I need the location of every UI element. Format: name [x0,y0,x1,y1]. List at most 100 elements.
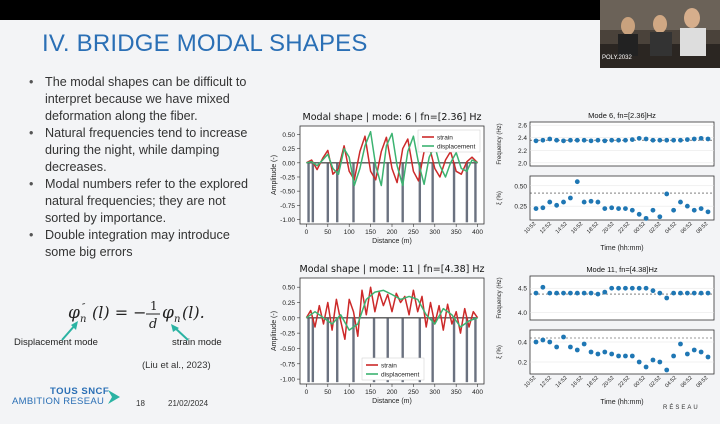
x-tick-label: 16:52 [570,375,584,389]
y-tick-label: 0.25 [282,146,295,153]
slide-title: IV. BRIDGE MODAL SHAPES [42,30,368,57]
chart-title: Modal shape | mode: 6 | fn=[2.36] Hz [303,112,482,123]
bridge-support-bar [372,317,376,383]
data-point [602,206,608,211]
x-tick-label: 50 [324,229,332,236]
plot-area [529,121,715,167]
x-tick-label: 20:52 [602,221,616,235]
data-point [684,351,690,357]
data-point [691,136,697,142]
data-point [698,290,704,296]
bridge-support-bar [311,317,315,383]
y-tick-label: 4.0 [518,310,527,317]
webcam-people-image [600,0,720,68]
svg-text:(l).: (l). [182,303,205,322]
data-point [602,289,608,295]
x-tick-label: 10:52 [523,375,537,389]
data-point [705,209,711,215]
y-tick-label: -0.75 [280,361,295,368]
data-point [623,206,628,211]
data-point [698,349,704,355]
y-axis-label: Frequency (Hz) [497,123,503,164]
data-point [705,136,711,142]
y-tick-label: 2.6 [518,123,527,130]
bridge-support-bar [465,162,469,223]
data-point [595,137,601,143]
data-point [657,290,663,296]
x-tick-label: 22:52 [617,221,631,235]
bullet-item: Modal numbers refer to the explored natu… [28,176,264,227]
svg-text:d: d [149,317,157,332]
data-point [568,290,573,296]
svg-text:n: n [80,314,86,325]
x-tick-label: 300 [429,389,440,396]
y-tick-label: 4.5 [518,286,527,293]
y-tick-label: 2.4 [518,135,527,142]
bridge-support-bar [418,317,422,383]
x-tick-label: 00:52 [633,221,647,235]
x-tick-label: 18:52 [586,375,600,389]
y-tick-label: 2.0 [518,160,527,167]
y-tick-label: 0.2 [518,360,527,367]
x-tick-label: 0 [305,389,309,396]
x-tick-label: 02:52 [649,375,663,389]
chart-mode-11-time-series: Mode 11, fn=[4.38]Hz 4.5 4.0 Frequency (Hz)… [497,265,715,406]
y-tick-label: -0.50 [280,346,295,353]
data-point [574,179,580,185]
x-tick-label: 100 [344,229,355,236]
data-point [678,290,683,296]
data-point [581,341,587,347]
series-line-displacement [306,130,478,187]
x-axis-label: Time (hh:mm) [600,245,643,252]
svg-text:n: n [174,314,180,325]
legend-label: displacement [437,144,475,151]
bridge-support-bar [326,162,330,223]
data-point [574,137,580,143]
webcam-video-feed: POLY.2032 [600,0,720,68]
data-point [609,205,615,211]
data-point [650,288,656,294]
data-point [657,137,663,143]
bridge-support-bar [336,317,339,383]
data-point [581,290,587,296]
data-point [664,367,670,373]
data-point [643,285,649,291]
chart-modal-shape-mode-6: Modal shape | mode: 6 | fn=[2.36] Hz 0.50… [271,112,485,245]
svg-text:φ: φ [68,303,80,323]
data-point [643,215,649,221]
y-axis-label: Amplitude (-) [271,155,278,195]
y-tick-label: -0.25 [280,174,295,181]
data-point [671,290,676,296]
x-tick-label: 12:52 [539,221,553,235]
x-tick-label: 0 [305,229,309,236]
y-tick-label: 0.00 [282,160,295,167]
x-tick-label: 04:52 [664,375,678,389]
data-point [691,207,697,213]
data-point [643,364,649,370]
y-tick-label: 0.25 [514,204,527,211]
data-point [698,206,704,211]
data-point [547,199,553,205]
y-tick-label: -1.00 [280,217,295,224]
x-tick-label: 00:52 [633,375,647,389]
sncf-logo: TOUS SNCF AMBITION RESEAU [12,386,122,407]
data-point [547,339,553,345]
legend-label: strain [381,363,397,370]
data-point [636,211,642,217]
x-tick-label: 14:52 [555,221,569,235]
x-tick-label: 250 [408,229,419,236]
bridge-support-bar [452,162,456,223]
data-point [533,138,539,144]
x-tick-label: 12:52 [539,375,553,389]
data-point [595,291,601,297]
y-tick-label: -1.00 [280,377,295,384]
bridge-support-bar [431,317,434,383]
data-point [684,137,690,142]
y-tick-label: 0.00 [282,315,295,322]
plot-area [529,275,715,321]
displacement-mode-label: Displacement mode [14,337,98,348]
y-tick-label: 0.50 [282,132,295,139]
legend-label: displacement [381,372,419,379]
logo-arrow-icon [108,390,120,404]
data-point [664,295,670,301]
